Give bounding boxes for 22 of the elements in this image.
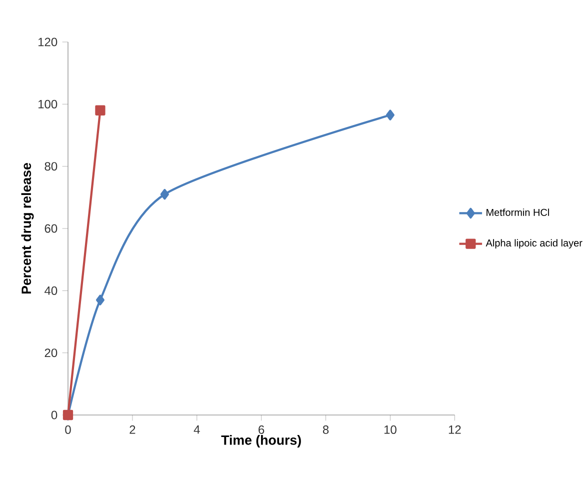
y-tick-label: 100	[38, 100, 58, 108]
x-tick-label: 12	[448, 425, 461, 434]
x-tick-label: 2	[130, 425, 136, 434]
x-tick-label: 4	[194, 425, 200, 434]
y-tick-label: 60	[44, 224, 58, 233]
y-tick-label: 40	[44, 286, 58, 295]
x-tick-label: 0	[65, 425, 71, 434]
x-axis-title: Time (hours)	[221, 435, 301, 448]
x-tick-label: 8	[322, 425, 329, 434]
y-tick-label: 80	[44, 162, 58, 171]
y-tick-label: 20	[44, 348, 58, 358]
point	[95, 105, 106, 116]
x-tick-label: 10	[384, 425, 396, 434]
point	[160, 188, 169, 200]
point	[96, 294, 104, 306]
y-axis-title: Percent drug release	[21, 163, 34, 294]
y-tick-label: 0	[51, 410, 58, 420]
point	[386, 110, 394, 120]
legend-label: Metformin HCl	[486, 208, 549, 216]
x-tick-label: 6	[258, 425, 264, 434]
legend-label: Alpha lipoic acid layer	[486, 239, 582, 248]
y-tick-label: 120	[38, 38, 58, 46]
